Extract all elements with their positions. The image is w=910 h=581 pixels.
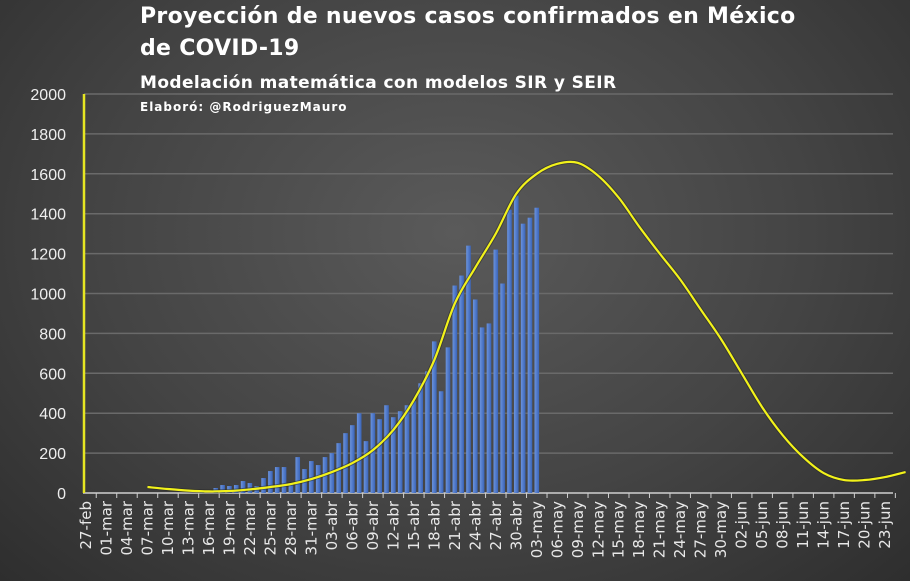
x-tick-label: 16-mar: [200, 500, 218, 555]
x-tick-label: 06-abr: [343, 500, 361, 550]
y-tick-label: 400: [39, 406, 66, 423]
bar: [240, 481, 246, 493]
y-tick-label: 1600: [30, 167, 66, 184]
bar: [520, 223, 526, 494]
x-tick-label: 14-jun: [815, 501, 833, 549]
bar: [384, 405, 389, 493]
x-tick-label: 22-mar: [241, 500, 259, 555]
y-tick-label: 200: [39, 446, 66, 463]
bar: [343, 433, 348, 493]
y-tick-label: 600: [39, 366, 66, 383]
bar: [391, 417, 396, 493]
x-tick-label: 12-may: [589, 501, 607, 558]
y-tick-label: 1000: [30, 287, 66, 304]
bar: [425, 371, 430, 493]
x-tick-label: 07-mar: [138, 500, 156, 555]
bar: [438, 391, 444, 493]
bar: [281, 467, 287, 493]
y-tick-label: 2000: [30, 87, 66, 104]
bar: [377, 419, 382, 493]
x-tick-label: 18-may: [630, 501, 648, 558]
bar: [459, 275, 464, 493]
chart-title: Proyección de nuevos casos confirmados e…: [140, 4, 796, 29]
bar: [370, 413, 376, 493]
chart-subtitle: Modelación matemática con modelos SIR y …: [140, 73, 617, 93]
bar: [418, 383, 423, 493]
bar: [452, 285, 458, 493]
x-tick-label: 12-abr: [384, 500, 402, 550]
x-tick-label: 18-abr: [425, 500, 443, 550]
bar: [507, 209, 512, 493]
bar: [534, 207, 540, 493]
bar: [220, 485, 225, 493]
x-tick-label: 24-abr: [466, 500, 484, 550]
bar: [315, 465, 321, 493]
projection-curve: [147, 160, 906, 493]
bar: [261, 478, 266, 493]
x-tick-label: 21-abr: [446, 500, 464, 550]
bar: [274, 467, 280, 493]
x-tick-label: 27-feb: [77, 501, 95, 550]
bar: [295, 457, 301, 493]
x-tick-label: 25-mar: [261, 500, 279, 555]
bar: [500, 283, 505, 493]
x-tick-label: 21-may: [651, 501, 669, 558]
bar: [479, 327, 485, 493]
y-tick-label: 800: [39, 326, 66, 343]
x-tick-label: 02-jun: [733, 501, 751, 549]
x-tick-label: 13-mar: [179, 500, 197, 555]
x-tick-label: 28-mar: [282, 500, 300, 555]
bar: [445, 347, 451, 493]
x-tick-label: 06-may: [548, 501, 566, 558]
bar: [513, 195, 519, 493]
x-tick-label: 03-may: [528, 501, 546, 558]
bar: [411, 401, 417, 493]
bar: [350, 425, 355, 493]
projection-curve-shadow: [147, 159, 907, 494]
y-tick-label: 1200: [30, 247, 66, 264]
bar: [288, 483, 294, 493]
x-tick-label: 27-abr: [487, 500, 505, 550]
bar: [466, 245, 471, 493]
bar: [473, 299, 478, 493]
bar: [404, 405, 410, 493]
chart-credit: Elaboró: @RodriguezMauro: [140, 100, 348, 114]
x-tick-label: 03-abr: [323, 500, 341, 550]
x-tick-label: 19-mar: [220, 500, 238, 555]
x-tick-label: 23-jun: [876, 501, 894, 549]
y-tick-label: 0: [57, 486, 66, 503]
x-tick-label: 31-mar: [302, 500, 320, 555]
x-tick-label: 09-abr: [364, 500, 382, 550]
bar: [363, 441, 369, 493]
y-tick-label: 1800: [30, 127, 66, 144]
x-tick-label: 30-abr: [507, 500, 525, 550]
bar: [486, 323, 492, 493]
bar: [397, 411, 403, 493]
bar: [527, 217, 533, 493]
x-tick-label: 08-jun: [774, 501, 792, 549]
x-tick-label: 10-mar: [159, 500, 177, 555]
bar: [356, 413, 362, 493]
x-tick-label: 15-may: [610, 501, 628, 558]
x-tick-label: 17-jun: [835, 501, 853, 549]
x-tick-label: 15-abr: [405, 500, 423, 550]
bar: [493, 249, 499, 493]
x-tick-label: 01-mar: [97, 500, 115, 555]
chart-title-line2: de COVID-19: [140, 36, 300, 61]
y-tick-label: 1400: [30, 207, 66, 224]
bar: [432, 341, 437, 493]
x-tick-label: 11-jun: [794, 501, 812, 549]
x-tick-label: 20-jun: [856, 501, 874, 549]
x-tick-label: 30-may: [712, 501, 730, 558]
x-tick-label: 04-mar: [118, 500, 136, 555]
x-tick-label: 05-jun: [753, 501, 771, 549]
x-tick-label: 24-may: [671, 501, 689, 558]
bar: [268, 471, 273, 493]
x-tick-label: 09-may: [569, 501, 587, 558]
x-tick-label: 27-may: [692, 501, 710, 558]
